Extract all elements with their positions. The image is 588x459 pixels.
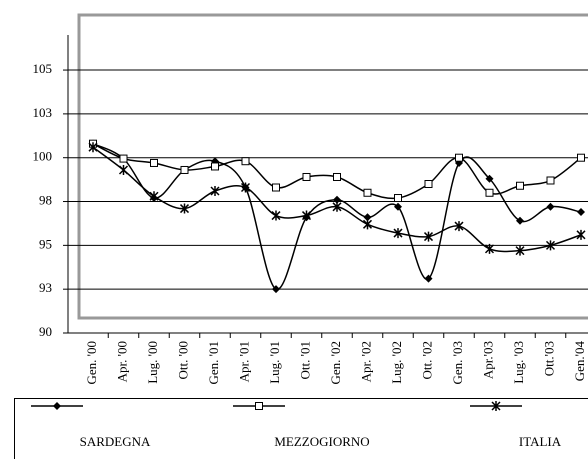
- y-tick-label: 90: [39, 324, 52, 339]
- x-tick-label: Gen. '00: [84, 341, 99, 385]
- x-tick-label: Ott.'03: [541, 341, 556, 376]
- marker-asterisk: [393, 228, 403, 239]
- marker-asterisk: [210, 186, 220, 197]
- x-tick-label: Gen.'04: [572, 341, 587, 382]
- marker-square: [241, 157, 250, 166]
- x-tick-label: Gen. '03: [450, 341, 465, 385]
- y-tick-label: 100: [33, 149, 53, 164]
- marker-asterisk: [240, 182, 251, 193]
- marker-diamond: [424, 274, 433, 283]
- marker-asterisk: [515, 245, 525, 256]
- y-tick-label: 98: [39, 193, 52, 208]
- marker-square: [302, 172, 311, 181]
- marker-asterisk: [491, 401, 501, 411]
- x-tick-label: Ott. '02: [419, 341, 434, 379]
- y-tick-label: 95: [39, 236, 52, 251]
- x-tick-label: Gen. '02: [328, 341, 343, 385]
- y-tick-label: 103: [33, 105, 53, 120]
- plot-frame: [77, 13, 588, 320]
- marker-square: [455, 153, 463, 162]
- marker-square: [363, 188, 372, 197]
- marker-asterisk: [149, 191, 159, 202]
- marker-diamond: [577, 208, 585, 217]
- marker-diamond: [333, 195, 341, 204]
- y-tick-label: 93: [39, 280, 52, 295]
- marker-diamond: [394, 202, 402, 211]
- marker-square: [272, 183, 280, 192]
- marker-square: [150, 158, 158, 167]
- x-tick-label: Lug. '01: [267, 341, 282, 384]
- legend-box: [14, 398, 588, 459]
- marker-square: [577, 153, 585, 162]
- marker-diamond: [485, 174, 494, 183]
- marker-asterisk: [576, 229, 586, 240]
- marker-asterisk: [484, 243, 495, 254]
- marker-asterisk: [301, 210, 312, 221]
- marker-asterisk: [118, 164, 129, 175]
- marker-square: [485, 188, 494, 197]
- marker-asterisk: [179, 203, 190, 214]
- marker-square: [546, 176, 555, 185]
- x-tick-label: Ott. '00: [175, 341, 190, 379]
- marker-asterisk: [423, 231, 434, 242]
- marker-asterisk: [332, 201, 342, 212]
- marker-asterisk: [454, 221, 464, 232]
- x-tick-label: Apr. '00: [114, 341, 129, 382]
- x-tick-label: Gen. '01: [206, 341, 221, 385]
- marker-diamond: [546, 202, 555, 211]
- marker-square: [333, 172, 341, 181]
- marker-diamond: [272, 285, 280, 294]
- marker-diamond: [363, 213, 372, 222]
- marker-asterisk: [88, 142, 98, 153]
- marker-square: [255, 402, 263, 410]
- marker-square: [180, 165, 189, 174]
- marker-square: [394, 194, 402, 203]
- x-tick-label: Lug. '00: [145, 341, 160, 384]
- marker-square: [424, 180, 433, 188]
- marker-square: [211, 162, 219, 171]
- legend-label: ITALIA: [519, 434, 562, 449]
- marker-diamond: [516, 216, 524, 225]
- marker-asterisk: [362, 219, 373, 230]
- x-tick-label: Apr. '02: [358, 341, 373, 382]
- legend-label: MEZZOGIORNO: [274, 434, 369, 449]
- y-tick-label: 105: [33, 61, 53, 76]
- marker-asterisk: [271, 210, 281, 221]
- x-tick-label: Ott. '01: [297, 341, 312, 379]
- x-tick-label: Lug. '03: [511, 341, 526, 384]
- legend-label: SARDEGNA: [80, 434, 151, 449]
- x-tick-label: Apr.'03: [480, 341, 495, 379]
- marker-diamond: [53, 402, 61, 410]
- x-tick-label: Apr. '01: [236, 341, 251, 382]
- marker-asterisk: [545, 240, 556, 251]
- marker-square: [516, 181, 524, 190]
- marker-square: [119, 154, 128, 163]
- x-tick-label: Lug. '02: [389, 341, 404, 384]
